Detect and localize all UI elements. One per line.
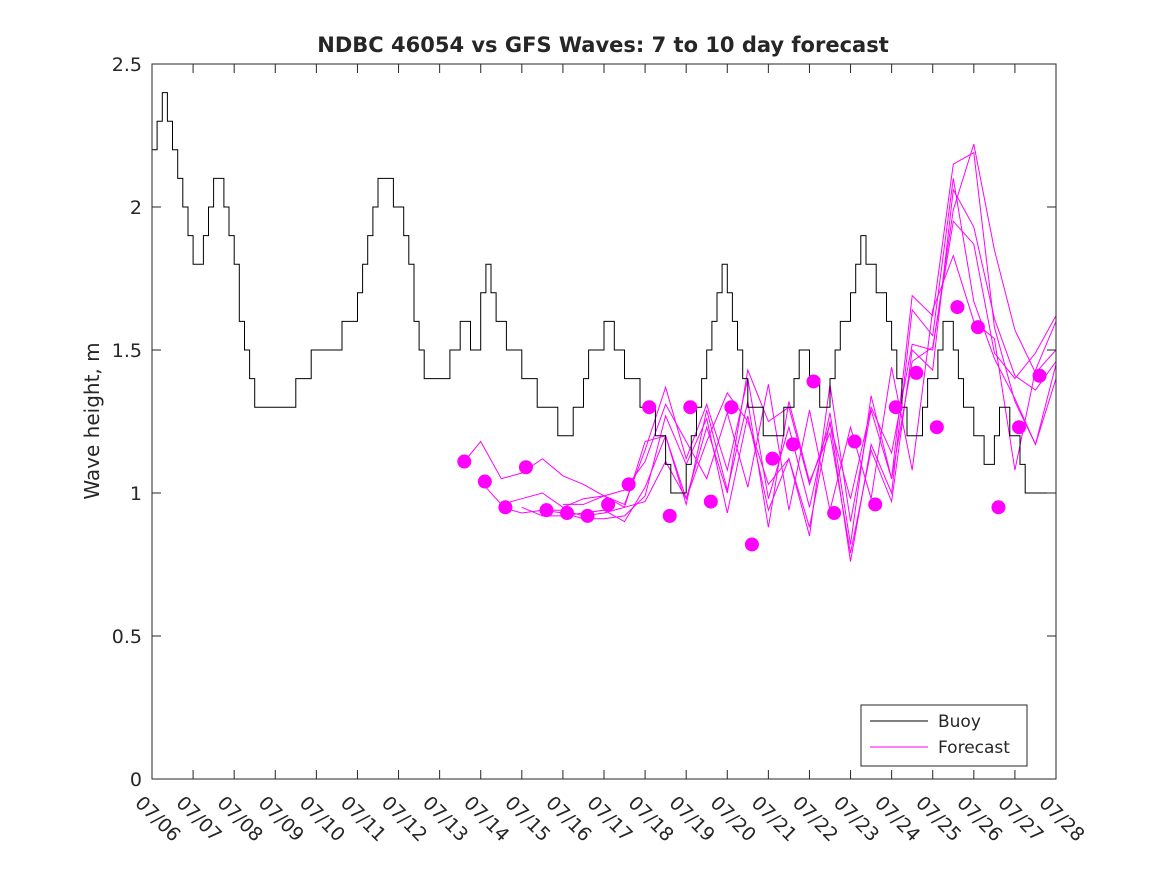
- forecast-point: [909, 365, 924, 380]
- y-axis-label: Wave height, m: [80, 342, 104, 499]
- buoy-line: [152, 92, 1056, 523]
- forecast-point: [560, 506, 575, 521]
- marker-layer: [457, 300, 1047, 552]
- forecast-point: [827, 506, 842, 521]
- forecast-point: [724, 400, 739, 415]
- forecast-line: [542, 178, 1056, 562]
- forecast-point: [929, 420, 944, 435]
- forecast-point: [621, 477, 636, 492]
- forecast-point: [477, 474, 492, 489]
- forecast-point: [601, 497, 616, 512]
- forecast-point: [457, 454, 472, 469]
- forecast-point: [498, 500, 513, 515]
- y-tick-label: 1: [130, 483, 142, 505]
- forecast-point: [847, 434, 862, 449]
- forecast-point: [539, 503, 554, 518]
- y-tick-label: 0.5: [112, 626, 142, 648]
- y-tick-label: 0: [130, 769, 142, 791]
- forecast-point: [970, 320, 985, 335]
- forecast-point: [950, 300, 965, 315]
- forecast-point: [580, 508, 595, 523]
- forecast-point: [991, 500, 1006, 515]
- forecast-point: [703, 494, 718, 509]
- forecast-point: [683, 400, 698, 415]
- forecast-point: [888, 400, 903, 415]
- forecast-point: [662, 508, 677, 523]
- axes: [151, 63, 1057, 780]
- forecast-point: [744, 537, 759, 552]
- forecast-point: [642, 400, 657, 415]
- forecast-point: [786, 437, 801, 452]
- legend: Buoy Forecast: [860, 704, 1028, 767]
- legend-label-forecast: Forecast: [938, 738, 1010, 758]
- forecast-line: [521, 188, 1056, 554]
- chart-title: NDBC 46054 vs GFS Waves: 7 to 10 day for…: [317, 33, 888, 57]
- forecast-line: [480, 220, 1056, 537]
- legend-label-buoy: Buoy: [938, 712, 981, 732]
- forecast-line: [562, 151, 1056, 545]
- forecast-point: [518, 460, 533, 475]
- forecast-point: [868, 497, 883, 512]
- forecast-point: [806, 374, 821, 389]
- forecast-point: [1032, 368, 1047, 383]
- y-tick-label: 2.5: [112, 54, 142, 76]
- forecast-point: [1012, 420, 1027, 435]
- y-tick-label: 1.5: [112, 340, 142, 362]
- y-tick-label: 2: [130, 197, 142, 219]
- forecast-point: [765, 451, 780, 466]
- legend-box: [860, 704, 1028, 767]
